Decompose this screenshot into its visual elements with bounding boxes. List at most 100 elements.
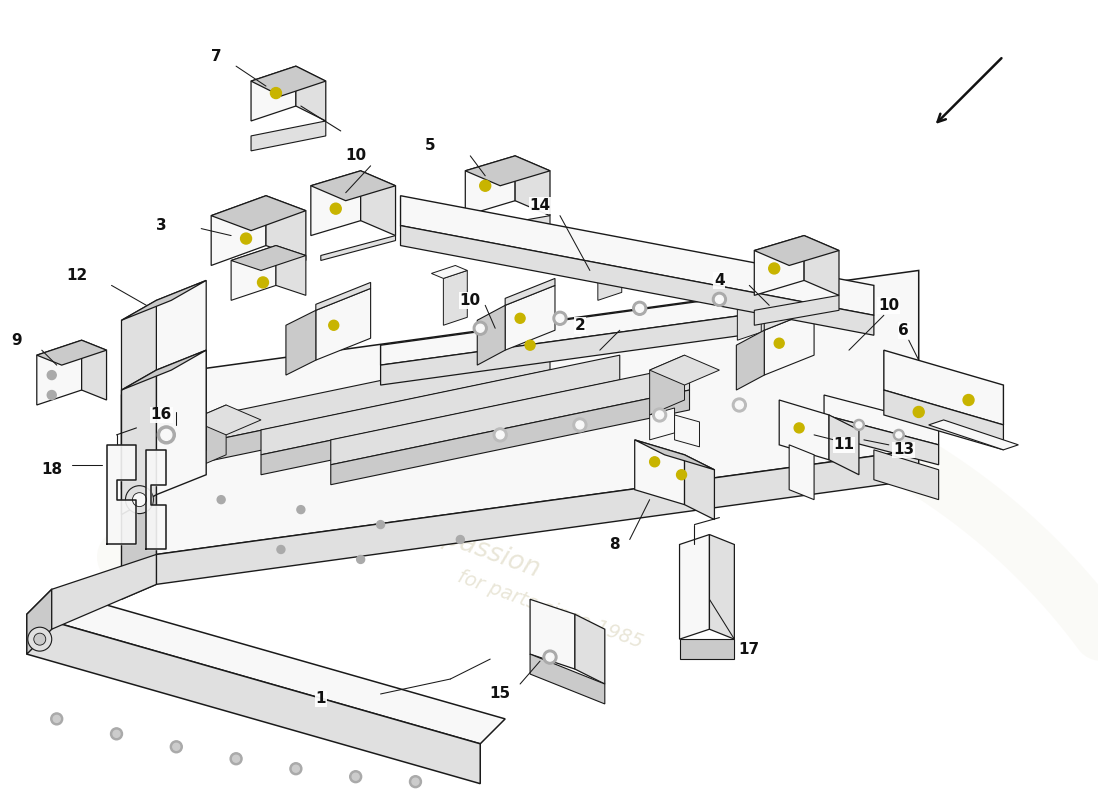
Polygon shape — [829, 415, 859, 474]
Polygon shape — [674, 415, 700, 447]
Circle shape — [217, 496, 226, 504]
Polygon shape — [465, 156, 515, 216]
Polygon shape — [443, 270, 468, 326]
Text: 6: 6 — [899, 322, 909, 338]
Circle shape — [525, 340, 535, 350]
Circle shape — [257, 277, 268, 288]
Polygon shape — [107, 445, 136, 545]
Circle shape — [553, 311, 566, 326]
Text: 10: 10 — [460, 293, 481, 308]
Text: 1: 1 — [316, 691, 326, 706]
Text: 18: 18 — [41, 462, 63, 478]
Polygon shape — [650, 355, 684, 415]
Polygon shape — [710, 534, 735, 639]
Circle shape — [733, 398, 746, 412]
Circle shape — [774, 338, 784, 348]
Polygon shape — [296, 66, 326, 121]
Text: a passion: a passion — [417, 516, 543, 583]
Polygon shape — [311, 170, 361, 235]
Polygon shape — [381, 310, 779, 385]
Polygon shape — [530, 599, 575, 669]
Polygon shape — [431, 266, 467, 278]
Polygon shape — [251, 66, 296, 121]
Polygon shape — [121, 375, 156, 599]
Text: for parts since 1985: for parts since 1985 — [454, 567, 646, 652]
Text: 8: 8 — [609, 537, 620, 552]
Polygon shape — [191, 405, 261, 435]
Polygon shape — [26, 590, 505, 744]
Circle shape — [350, 770, 362, 782]
Polygon shape — [764, 303, 814, 330]
Circle shape — [556, 314, 564, 322]
Polygon shape — [121, 350, 206, 390]
Circle shape — [329, 320, 339, 330]
Polygon shape — [505, 286, 556, 350]
Polygon shape — [36, 340, 107, 365]
Polygon shape — [121, 300, 156, 490]
Text: 9: 9 — [11, 333, 22, 348]
Polygon shape — [635, 440, 684, 505]
Polygon shape — [316, 288, 371, 360]
Circle shape — [913, 406, 924, 418]
Polygon shape — [650, 355, 719, 385]
Text: 2: 2 — [574, 318, 585, 333]
Polygon shape — [211, 196, 306, 230]
Circle shape — [47, 390, 56, 399]
Circle shape — [28, 627, 52, 651]
Circle shape — [356, 555, 364, 563]
Circle shape — [480, 180, 491, 191]
Polygon shape — [251, 121, 326, 151]
Polygon shape — [26, 614, 481, 784]
Circle shape — [157, 426, 175, 444]
Text: 5: 5 — [425, 138, 436, 154]
Polygon shape — [789, 445, 814, 500]
Polygon shape — [311, 170, 396, 201]
Text: 10: 10 — [878, 298, 900, 313]
Polygon shape — [883, 350, 1003, 425]
Polygon shape — [755, 235, 839, 266]
Circle shape — [113, 730, 120, 738]
Text: 13: 13 — [893, 442, 914, 458]
Polygon shape — [331, 365, 690, 465]
Circle shape — [496, 431, 504, 439]
Polygon shape — [36, 340, 81, 405]
Circle shape — [895, 432, 902, 438]
Circle shape — [110, 728, 122, 740]
Circle shape — [573, 418, 587, 432]
Text: 15: 15 — [490, 686, 510, 702]
Text: 12: 12 — [66, 268, 87, 283]
Polygon shape — [465, 216, 550, 246]
Polygon shape — [597, 246, 622, 300]
Polygon shape — [261, 380, 619, 474]
Text: 7: 7 — [211, 49, 221, 64]
Circle shape — [964, 394, 974, 406]
Polygon shape — [680, 639, 735, 659]
Polygon shape — [331, 390, 690, 485]
Polygon shape — [755, 295, 839, 326]
Circle shape — [241, 233, 252, 244]
Polygon shape — [156, 450, 918, 584]
Circle shape — [330, 203, 341, 214]
Circle shape — [515, 314, 525, 323]
Polygon shape — [191, 405, 227, 470]
Polygon shape — [156, 270, 918, 554]
Text: 14: 14 — [529, 198, 551, 213]
Circle shape — [51, 713, 63, 725]
Polygon shape — [321, 235, 396, 261]
Circle shape — [412, 778, 419, 785]
Text: 10: 10 — [345, 148, 366, 163]
Circle shape — [473, 322, 487, 335]
Polygon shape — [873, 450, 938, 500]
Polygon shape — [211, 196, 266, 266]
Polygon shape — [156, 350, 206, 494]
Polygon shape — [530, 654, 605, 704]
Circle shape — [293, 766, 299, 772]
Polygon shape — [764, 310, 814, 375]
Polygon shape — [52, 554, 156, 630]
Circle shape — [893, 430, 904, 440]
Polygon shape — [266, 196, 306, 261]
Polygon shape — [400, 226, 873, 335]
Circle shape — [271, 87, 282, 98]
Polygon shape — [804, 235, 839, 295]
Polygon shape — [81, 340, 107, 400]
